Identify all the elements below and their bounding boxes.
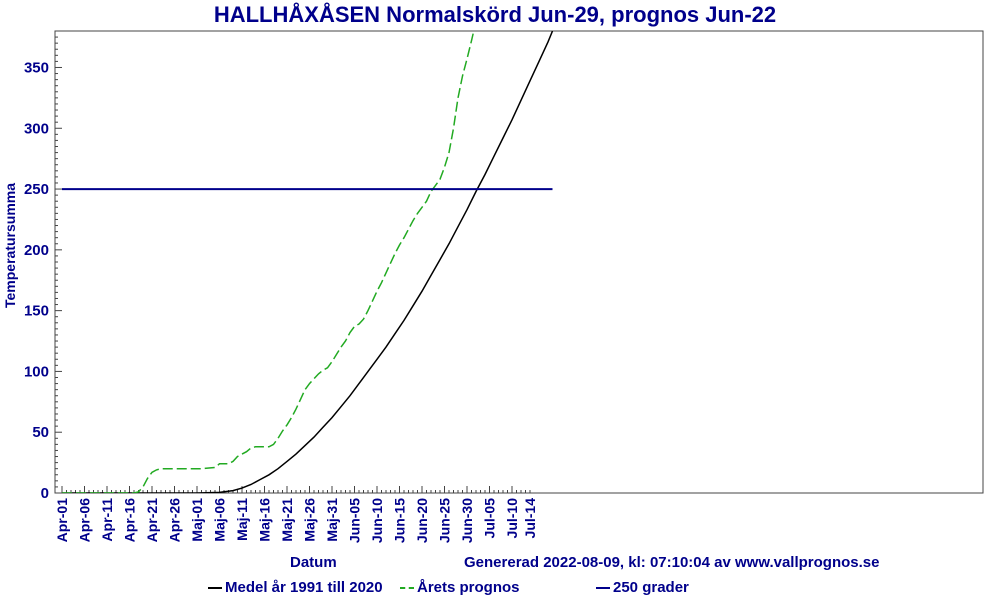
legend-label-mean: Medel år 1991 till 2020 [225,579,383,596]
legend-swatch-forecast [400,587,414,590]
x-tick-label: Maj-21 [279,498,295,542]
x-tick-label: Jun-05 [347,498,363,543]
legend-label-threshold: 250 grader [613,579,689,596]
x-tick-label: Apr-21 [144,498,160,543]
x-tick-label: Apr-16 [122,498,138,543]
legend-item-forecast: Årets prognos [400,579,520,596]
x-tick-label: Apr-06 [77,498,93,543]
y-tick-label: 0 [41,485,49,502]
x-tick-label: Apr-01 [54,498,70,543]
y-tick-label: 250 [24,181,49,198]
y-tick-label: 150 [24,303,49,320]
x-tick-label: Maj-01 [189,498,205,542]
chart-title: HALLHÅXÅSEN Normalskörd Jun-29, prognos … [213,2,777,27]
series-line-mean [62,31,554,493]
x-tick-label: Jul-05 [482,498,498,539]
legend-item-threshold: 250 grader [596,579,689,596]
y-tick-label: 50 [32,424,49,441]
x-tick-label: Jun-25 [437,498,453,543]
x-tick-label: Jun-15 [392,498,408,543]
legend-swatch-threshold [596,587,610,590]
legend-swatch-mean [208,587,222,590]
y-tick-label: 300 [24,120,49,137]
y-tick-label: 350 [24,59,49,76]
x-tick-label: Maj-06 [212,498,228,542]
x-tick-label: Jun-10 [369,498,385,543]
x-tick-label: Maj-11 [234,498,250,541]
series-line-forecast [62,31,475,493]
x-axis-label: Datum [290,554,337,571]
x-tick-label: Jun-30 [459,498,475,543]
x-tick-label: Jun-20 [414,498,430,543]
x-tick-label: Maj-31 [324,498,340,542]
x-tick-label: Maj-26 [302,498,318,542]
x-tick-label: Jul-14 [522,498,538,539]
x-tick-label: Jul-10 [504,498,520,539]
y-tick-label: 100 [24,363,49,380]
x-tick-label: Maj-16 [257,498,273,542]
legend-label-forecast: Årets prognos [417,579,520,596]
x-tick-label: Apr-11 [99,498,115,542]
generated-footer: Genererad 2022-08-09, kl: 07:10:04 av ww… [464,554,880,571]
legend-item-mean: Medel år 1991 till 2020 [208,579,383,596]
x-tick-label: Apr-26 [167,498,183,543]
y-tick-label: 200 [24,242,49,259]
plot-frame [54,30,984,494]
